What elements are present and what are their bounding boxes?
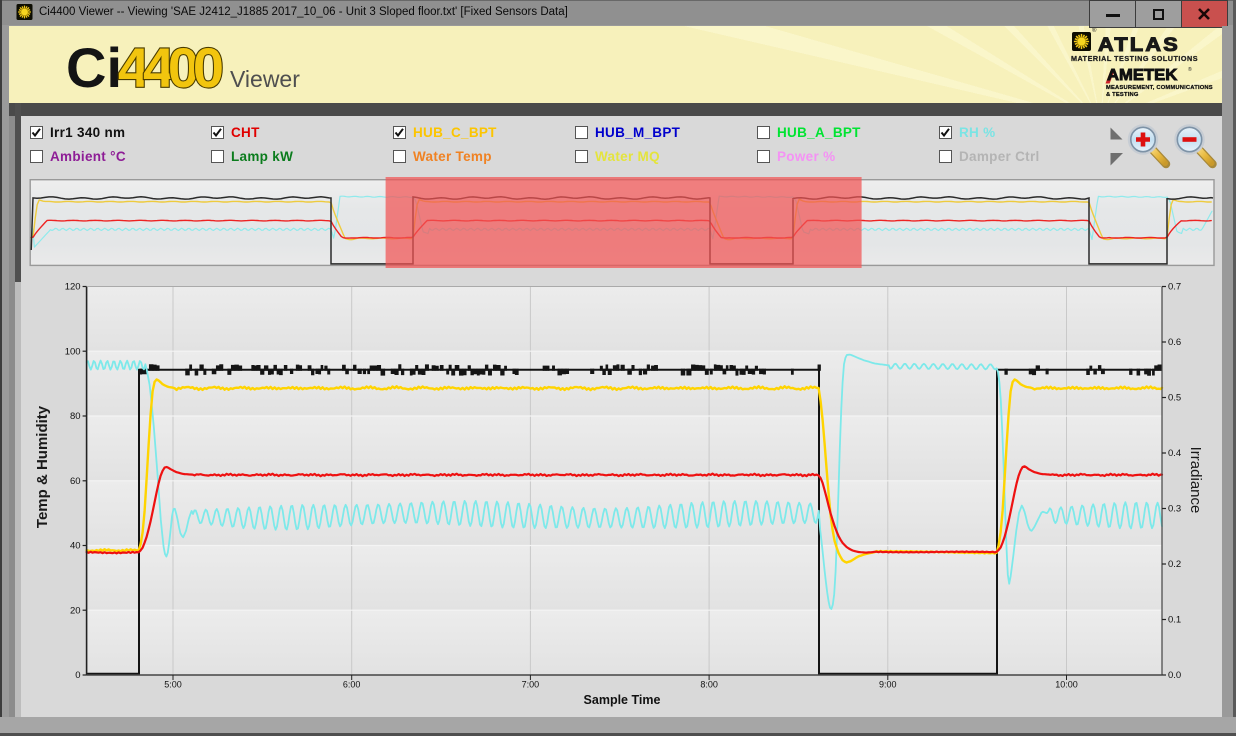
svg-text:Viewer: Viewer (230, 66, 300, 92)
svg-text:0.3: 0.3 (1168, 504, 1181, 515)
svg-text:Ci: Ci (66, 36, 122, 99)
svg-text:20: 20 (70, 606, 81, 617)
svg-text:100: 100 (65, 346, 81, 357)
svg-text:10:00: 10:00 (1055, 680, 1078, 690)
svg-text:0.7: 0.7 (1168, 282, 1181, 293)
svg-text:9:00: 9:00 (879, 680, 897, 690)
svg-text:Irradiance: Irradiance (1187, 447, 1204, 514)
svg-text:6:00: 6:00 (343, 680, 361, 690)
svg-text:Sample Time: Sample Time (584, 693, 661, 707)
svg-text:0.1: 0.1 (1168, 615, 1181, 626)
svg-text:Temp & Humidity: Temp & Humidity (34, 405, 51, 528)
svg-text:0.4: 0.4 (1168, 448, 1181, 459)
svg-text:8:00: 8:00 (700, 680, 718, 690)
svg-text:5:00: 5:00 (164, 680, 182, 690)
svg-text:120: 120 (65, 282, 81, 293)
svg-text:0.6: 0.6 (1168, 337, 1181, 348)
svg-text:0.5: 0.5 (1168, 393, 1181, 404)
svg-text:0: 0 (75, 670, 80, 681)
svg-text:4400: 4400 (118, 36, 224, 99)
svg-text:60: 60 (70, 476, 81, 487)
svg-text:0.2: 0.2 (1168, 559, 1181, 570)
svg-text:0.0: 0.0 (1168, 670, 1181, 681)
svg-text:80: 80 (70, 411, 81, 422)
svg-text:7:00: 7:00 (522, 680, 540, 690)
svg-text:40: 40 (70, 541, 81, 552)
